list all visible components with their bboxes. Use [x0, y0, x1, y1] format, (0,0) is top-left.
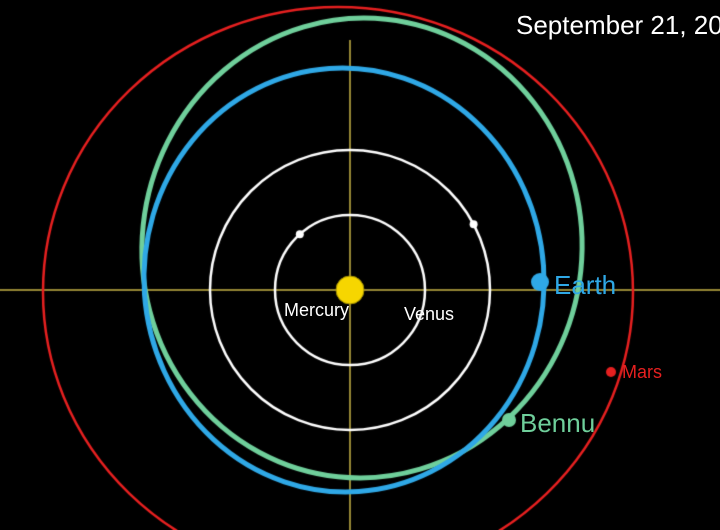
- orbit-diagram: [0, 0, 720, 530]
